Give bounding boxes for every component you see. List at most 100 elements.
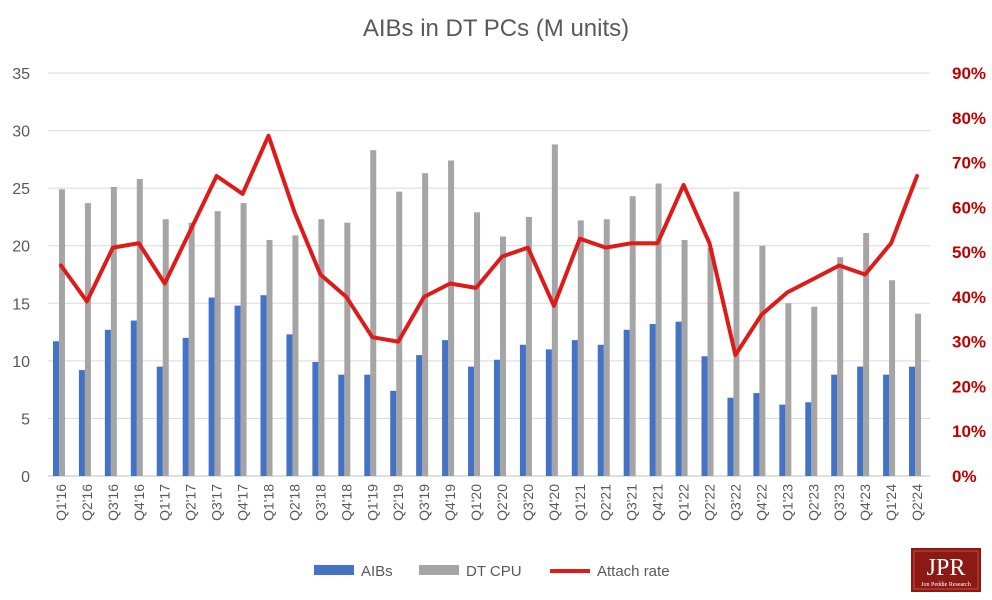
legend-label-dt-cpu: DT CPU — [466, 563, 522, 580]
dt-cpu-bar — [707, 248, 714, 476]
dt-cpu-bar — [266, 239, 273, 476]
aibs-bar — [701, 356, 708, 476]
dt-cpu-bar — [863, 233, 870, 476]
dt-cpu-series — [58, 144, 922, 477]
aibs-bar — [753, 393, 760, 476]
y-tick-label: 25 — [12, 181, 30, 198]
dt-cpu-bar — [681, 239, 688, 476]
x-tick-label: Q4'23 — [857, 484, 873, 521]
dt-cpu-bar — [84, 203, 91, 476]
y2-tick-label: 40% — [952, 288, 986, 307]
x-tick-label: Q3'21 — [624, 484, 640, 521]
aibs-bar — [831, 374, 838, 476]
aibs-bar — [623, 329, 630, 476]
legend: AIBs DT CPU Attach rate — [314, 563, 670, 580]
x-tick-label: Q2'24 — [909, 484, 925, 521]
aibs-bar — [545, 349, 552, 476]
attach-rate-line — [59, 133, 919, 358]
y-tick-label: 15 — [12, 296, 30, 313]
dt-cpu-bar — [603, 219, 610, 476]
legend-label-aibs: AIBs — [361, 563, 393, 580]
aibs-bar — [779, 404, 786, 476]
dt-cpu-bar — [837, 257, 844, 476]
legend-label-attach-rate: Attach rate — [597, 563, 670, 580]
y-tick-label: 35 — [12, 66, 30, 83]
y-tick-label: 20 — [12, 239, 30, 256]
x-tick-label: Q3'18 — [312, 484, 328, 521]
dt-cpu-bar — [318, 219, 325, 476]
dt-cpu-bar — [733, 191, 740, 476]
dt-cpu-bar — [811, 306, 818, 476]
x-tick-label: Q2'20 — [494, 484, 510, 521]
x-tick-label: Q1'16 — [53, 484, 69, 521]
x-tick-label: Q2'21 — [598, 484, 614, 521]
x-tick-label: Q4'16 — [131, 484, 147, 521]
dt-cpu-bar — [759, 245, 766, 476]
dt-cpu-bar — [214, 211, 221, 476]
dt-cpu-bar — [110, 186, 117, 476]
aibs-bar — [234, 305, 241, 476]
aibs-bar — [493, 359, 500, 476]
x-tick-label: Q1'24 — [883, 484, 899, 521]
x-tick-label: Q4'17 — [235, 484, 251, 521]
x-tick-label: Q1'19 — [364, 484, 380, 521]
aibs-bar — [909, 366, 916, 476]
dt-cpu-bar — [499, 236, 506, 476]
dt-cpu-bar — [240, 203, 247, 476]
aibs-bar — [416, 355, 423, 476]
aibs-bar — [156, 366, 163, 476]
aibs-bar — [571, 340, 578, 476]
aibs-bar — [78, 370, 85, 476]
dt-cpu-bar — [396, 191, 403, 476]
aibs-bar — [338, 374, 345, 476]
y-tick-label: 0 — [21, 469, 30, 486]
y2-tick-label: 30% — [952, 333, 986, 352]
dt-cpu-bar — [889, 280, 896, 476]
x-tick-label: Q4'19 — [442, 484, 458, 521]
x-tick-label: Q3'19 — [416, 484, 432, 521]
aibs-bar — [727, 397, 734, 476]
y-tick-label: 10 — [12, 354, 30, 371]
dt-cpu-bar — [551, 144, 558, 477]
y-tick-label: 30 — [12, 124, 30, 141]
aibs-bar — [390, 390, 397, 476]
x-tick-label: Q1'17 — [157, 484, 173, 521]
x-tick-label: Q2'22 — [702, 484, 718, 521]
dt-cpu-bar — [344, 222, 351, 476]
aibs-bar — [130, 320, 137, 476]
y2-tick-label: 50% — [952, 243, 986, 262]
dt-cpu-bar — [785, 303, 792, 476]
dt-cpu-bar — [58, 189, 65, 476]
dt-cpu-bar — [292, 235, 299, 476]
x-tick-label: Q1'20 — [468, 484, 484, 521]
dt-cpu-bar — [525, 216, 532, 476]
logo-main: JPR — [927, 555, 966, 581]
dt-cpu-bar — [370, 150, 377, 476]
dt-cpu-bar — [474, 212, 481, 476]
aibs-bar — [597, 344, 604, 476]
aibs-bar — [468, 366, 475, 476]
dt-cpu-bar — [577, 220, 584, 476]
y2-tick-label: 80% — [952, 109, 986, 128]
y2-tick-label: 0% — [952, 467, 977, 486]
x-axis: Q1'16 Q2'16 Q3'16 Q4'16 Q1'17 Q2'17 Q3'17 Q4'17… — [53, 484, 925, 521]
dt-cpu-bar — [162, 219, 169, 476]
logo-sub: Jon Peddie Research — [921, 582, 971, 588]
x-tick-label: Q3'20 — [520, 484, 536, 521]
y-axis-right: 0% 10% 20% 30% 40% 50% 60% 70% 80% 90% — [952, 64, 986, 486]
legend-swatch-dt-cpu — [419, 565, 459, 575]
x-tick-label: Q1'22 — [676, 484, 692, 521]
aibs-bar — [364, 374, 371, 476]
aibs-bar — [104, 329, 111, 476]
dt-cpu-bar — [136, 178, 143, 476]
x-tick-label: Q3'23 — [831, 484, 847, 521]
y2-tick-label: 60% — [952, 198, 986, 217]
jpr-logo: JPR Jon Peddie Research — [911, 548, 981, 592]
aibs-bar — [519, 344, 526, 476]
y2-tick-label: 90% — [952, 64, 986, 83]
aibs-bar — [182, 337, 189, 476]
x-tick-label: Q2'17 — [183, 484, 199, 521]
x-tick-label: Q3'22 — [727, 484, 743, 521]
aibs-bar — [883, 374, 890, 476]
